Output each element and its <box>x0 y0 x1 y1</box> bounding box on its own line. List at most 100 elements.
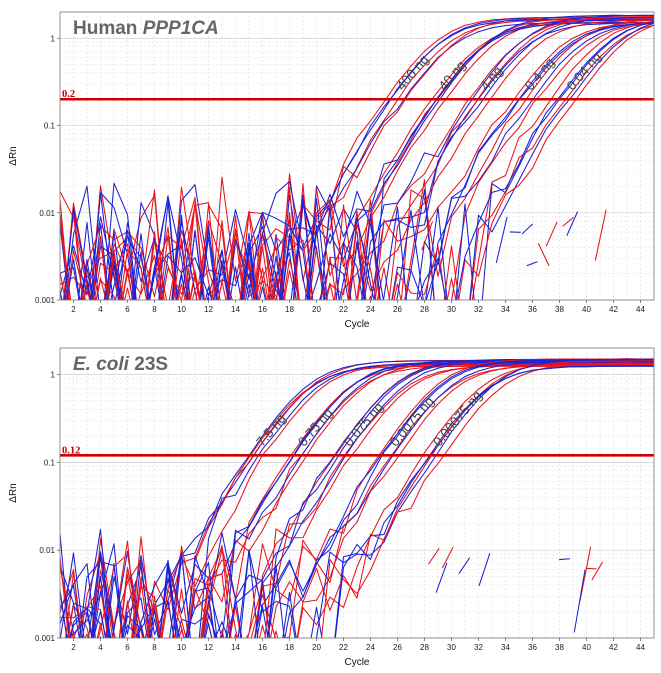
noise-fragment <box>566 211 579 236</box>
x-tick-label: 30 <box>447 643 456 652</box>
curve-3-5 <box>60 358 654 638</box>
x-tick-label: 42 <box>609 305 618 314</box>
x-tick-label: 22 <box>339 643 348 652</box>
curve-3-0 <box>60 21 654 300</box>
y-tick-label: 1 <box>51 34 56 43</box>
x-tick-label: 6 <box>125 643 130 652</box>
x-tick-label: 16 <box>258 305 267 314</box>
x-tick-label: 12 <box>204 643 213 652</box>
curve-1-3 <box>90 14 654 300</box>
curve-2-5 <box>80 14 654 300</box>
panel-title-tail: 23S <box>129 354 168 375</box>
x-tick-label: 4 <box>98 305 103 314</box>
x-tick-label: 2 <box>71 305 76 314</box>
noise-fragment <box>591 561 604 581</box>
x-tick-label: 42 <box>609 643 618 652</box>
curve-4-5 <box>63 21 654 300</box>
curve-4-3 <box>60 358 654 638</box>
noise-fragment <box>594 209 607 261</box>
noise-fragment <box>526 261 538 267</box>
x-tick-label: 32 <box>474 643 483 652</box>
x-tick-label: 20 <box>312 305 321 314</box>
y-tick-label: 0.1 <box>44 122 56 131</box>
panel-title-italic: E. coli <box>73 354 130 375</box>
x-tick-label: 34 <box>501 305 510 314</box>
plot-frame <box>59 11 655 301</box>
y-tick-label: 0.01 <box>39 209 55 218</box>
panel-title-text: Human <box>73 18 143 39</box>
y-tick-label: 1 <box>51 370 56 379</box>
x-tick-label: 26 <box>393 643 402 652</box>
x-tick-label: 28 <box>420 643 429 652</box>
x-tick-label: 30 <box>447 305 456 314</box>
curve-2-1 <box>60 22 654 300</box>
x-tick-label: 12 <box>204 305 213 314</box>
x-tick-label: 34 <box>501 643 510 652</box>
noise-fragment <box>573 569 586 633</box>
x-tick-label: 40 <box>582 643 591 652</box>
x-tick-label: 10 <box>177 305 186 314</box>
curves <box>60 358 654 638</box>
x-tick-label: 8 <box>152 643 157 652</box>
y-tick-label: 0.001 <box>35 296 56 305</box>
y-tick-label: 0.01 <box>39 546 55 555</box>
amplification-plot-ecoli-23s: 0.127.5 ng 0.75 ng 0.075 ng 0.0075 ng0.0007… <box>8 347 655 668</box>
x-tick-label: 2 <box>71 643 76 652</box>
y-tick-label: 0.1 <box>44 458 56 467</box>
curve-0-4 <box>132 362 654 638</box>
x-tick-label: 38 <box>555 305 564 314</box>
panel-title: E. coli 23S <box>73 354 168 375</box>
y-axis-title: ΔRn <box>8 146 19 165</box>
x-axis-title: Cycle <box>344 319 369 330</box>
curve-4-0 <box>60 20 654 300</box>
curve-3-3 <box>66 22 654 300</box>
noise-fragment <box>435 562 448 593</box>
x-tick-label: 10 <box>177 643 186 652</box>
panel-title: Human PPP1CA <box>73 18 219 39</box>
noise-fragment <box>521 223 534 235</box>
noise-fragment <box>441 546 454 569</box>
y-axis-title: ΔRn <box>8 483 19 502</box>
curve-3-2 <box>60 19 654 300</box>
threshold-label: 0.12 <box>62 445 80 456</box>
noise-fragment <box>562 217 574 227</box>
noise-fragment <box>495 216 508 264</box>
x-tick-label: 18 <box>285 305 294 314</box>
threshold-label: 0.2 <box>62 89 75 100</box>
noise-fragment <box>537 243 550 267</box>
curves <box>60 14 654 300</box>
y-tick-label: 0.001 <box>35 634 56 643</box>
x-tick-label: 24 <box>366 643 375 652</box>
noise-fragment <box>585 567 597 570</box>
curve-4-4 <box>63 24 654 300</box>
x-tick-label: 16 <box>258 643 267 652</box>
x-tick-label: 6 <box>125 305 130 314</box>
x-tick-label: 28 <box>420 305 429 314</box>
noise-fragment <box>559 558 570 561</box>
x-tick-label: 4 <box>98 643 103 652</box>
curve-4-2 <box>67 360 654 638</box>
curve-0-2 <box>90 19 654 300</box>
curve-3-1 <box>66 359 654 638</box>
noise-fragment <box>427 548 440 565</box>
curve-3-5 <box>60 22 654 300</box>
x-tick-label: 18 <box>285 643 294 652</box>
x-axis-title: Cycle <box>344 657 369 668</box>
x-tick-label: 44 <box>636 305 645 314</box>
x-tick-label: 8 <box>152 305 157 314</box>
noise-fragment <box>478 553 491 586</box>
x-tick-label: 14 <box>231 305 240 314</box>
x-tick-label: 44 <box>636 643 645 652</box>
x-tick-label: 40 <box>582 305 591 314</box>
panel-title-italic: PPP1CA <box>143 18 219 39</box>
noise-fragment <box>545 221 558 247</box>
curve-4-0 <box>96 362 654 638</box>
x-tick-label: 24 <box>366 305 375 314</box>
curve-1-2 <box>62 16 654 300</box>
curve-4-2 <box>60 24 654 300</box>
plot-frame <box>59 347 655 639</box>
x-tick-label: 32 <box>474 305 483 314</box>
noise-fragment <box>458 557 471 574</box>
